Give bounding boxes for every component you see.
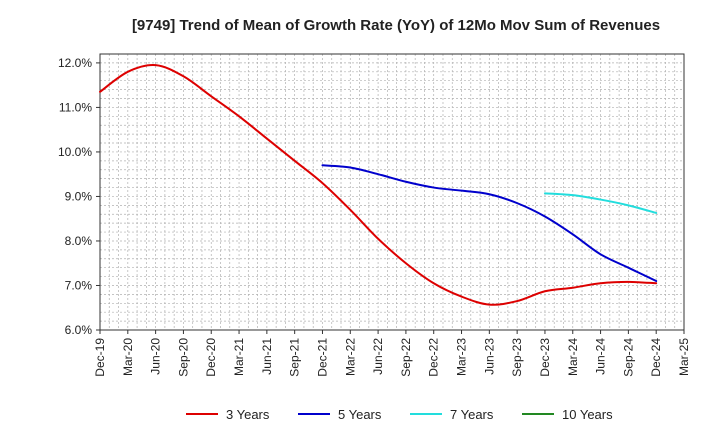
x-tick-label: Mar-24 bbox=[566, 338, 580, 376]
y-tick-label: 10.0% bbox=[58, 145, 92, 159]
x-tick-label: Dec-21 bbox=[315, 338, 329, 377]
x-tick-label: Dec-22 bbox=[427, 338, 441, 377]
series-line-5-years bbox=[321, 164, 658, 283]
x-tick-label: Dec-20 bbox=[204, 338, 218, 377]
legend-label-7-years: 7 Years bbox=[450, 407, 494, 422]
x-tick-label: Jun-22 bbox=[371, 338, 385, 375]
x-tick-label: Jun-23 bbox=[482, 338, 496, 375]
series-line-3-years bbox=[99, 64, 658, 306]
x-tick-label: Dec-24 bbox=[649, 338, 663, 377]
x-tick-label: Mar-21 bbox=[232, 338, 246, 376]
x-tick-label: Sep-23 bbox=[510, 338, 524, 377]
x-tick-label: Sep-22 bbox=[399, 338, 413, 377]
y-tick-label: 9.0% bbox=[65, 189, 93, 203]
series-line-7-years bbox=[543, 192, 658, 214]
legend-label-10-years: 10 Years bbox=[562, 407, 613, 422]
x-tick-label: Mar-25 bbox=[677, 338, 691, 376]
x-tick-label: Sep-24 bbox=[621, 338, 635, 377]
plot-area bbox=[99, 53, 685, 331]
y-tick-label: 12.0% bbox=[58, 56, 92, 70]
chart-title: [9749] Trend of Mean of Growth Rate (YoY… bbox=[132, 17, 660, 34]
y-axis: 6.0% 7.0% 8.0% 9.0% 10.0% 11.0% 12.0% bbox=[58, 56, 100, 337]
y-tick-label: 11.0% bbox=[59, 100, 92, 114]
x-tick-label: Jun-24 bbox=[594, 338, 608, 375]
y-tick-label: 8.0% bbox=[65, 234, 93, 248]
legend-label-3-years: 3 Years bbox=[226, 407, 270, 422]
x-tick-label: Jun-20 bbox=[149, 338, 163, 375]
x-tick-label: Jun-21 bbox=[260, 338, 274, 375]
grid bbox=[100, 54, 684, 330]
x-tick-label: Mar-20 bbox=[121, 338, 135, 376]
x-tick-label: Mar-23 bbox=[455, 338, 469, 376]
legend: 3 Years 5 Years 7 Years 10 Years bbox=[186, 407, 613, 422]
series-layer bbox=[99, 64, 658, 306]
x-axis: Dec-19 Mar-20 Jun-20 Sep-20 Dec-20 Mar-21 Jun-… bbox=[93, 330, 691, 377]
y-tick-label: 6.0% bbox=[65, 323, 93, 337]
x-tick-label: Dec-19 bbox=[93, 338, 107, 377]
x-tick-label: Mar-22 bbox=[343, 338, 357, 376]
x-tick-label: Sep-21 bbox=[288, 338, 302, 377]
y-tick-label: 7.0% bbox=[65, 278, 93, 292]
x-tick-label: Dec-23 bbox=[538, 338, 552, 377]
legend-label-5-years: 5 Years bbox=[338, 407, 382, 422]
x-tick-label: Sep-20 bbox=[176, 338, 190, 377]
